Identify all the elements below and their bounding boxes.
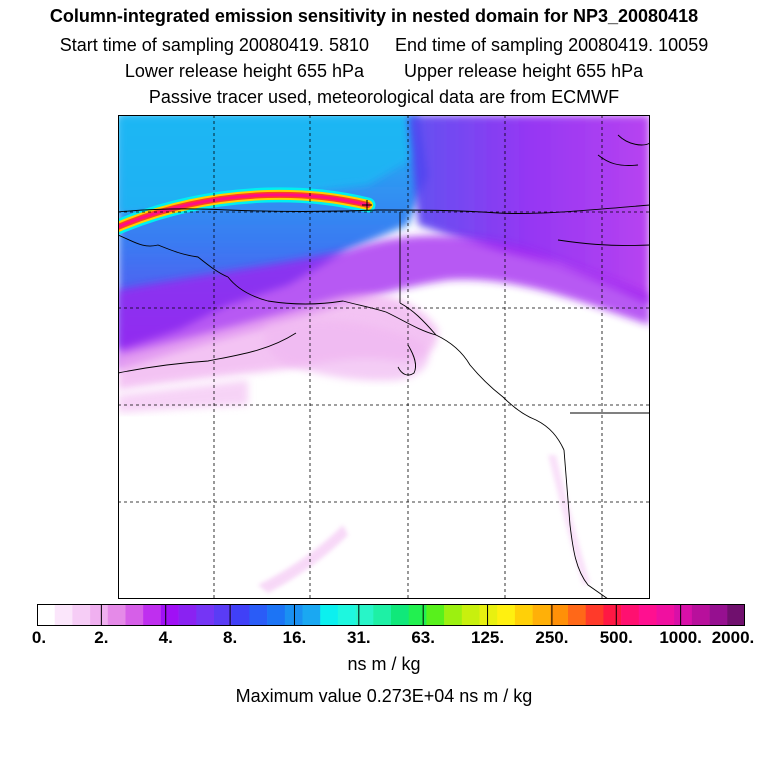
colorbar-cell: [603, 604, 622, 626]
colorbar-cell: [90, 604, 109, 626]
northeast-sensitivity-region: [408, 115, 650, 305]
colorbar-cell: [514, 604, 533, 626]
colorbar-cell: [444, 604, 463, 626]
coastlines: [118, 134, 650, 599]
colorbar-cell: [302, 604, 321, 626]
sampling-time-line: Start time of sampling 20080419. 5810 End…: [0, 34, 768, 56]
colorbar-cell: [568, 604, 586, 626]
colorbar-cell: [214, 604, 232, 626]
colorbar-cell: [125, 604, 144, 626]
colorbar-cell: [160, 604, 179, 626]
colorbar-cell: [373, 604, 392, 626]
end-time: End time of sampling 20080419. 10059: [394, 35, 709, 55]
colorbar-tick-label: 31.: [346, 628, 371, 647]
colorbar-cell: [479, 604, 498, 626]
colorbar-cell: [426, 604, 445, 626]
lower-release-height: Lower release height 655 hPa: [124, 61, 364, 81]
colorbar-cell: [54, 604, 73, 626]
colorbar-tick-label: 2.: [94, 628, 109, 647]
graticule: [118, 115, 650, 599]
colorbar: [37, 604, 745, 626]
political-borders: [399, 212, 650, 414]
colorbar-tick-label: 4.: [158, 628, 173, 647]
colorbar-cell: [143, 604, 162, 626]
southern-pink-streak: [258, 525, 348, 593]
colorbar-cell: [621, 604, 640, 626]
polar-cyan-region: [118, 115, 418, 215]
southeast-pink-streak: [548, 455, 590, 585]
plot-title: Column-integrated emission sensitivity i…: [49, 6, 699, 26]
colorbar-cell: [337, 604, 356, 626]
colorbar-units: ns m / kg: [347, 654, 421, 674]
colorbar-tick-label: 500.: [599, 628, 633, 647]
colorbar-tick-label: 8.: [222, 628, 238, 647]
colorbar-cell: [550, 604, 569, 626]
colorbar-cell: [461, 604, 480, 626]
colorbar-cell: [391, 604, 409, 626]
colorbar-cell: [320, 604, 339, 626]
colorbar-tick-label: 125.: [470, 628, 505, 647]
colorbar-tick-label: 2000.: [711, 628, 755, 647]
colorbar-cell: [72, 604, 91, 626]
tracer-note: Passive tracer used, meteorological data…: [148, 87, 620, 107]
colorbar-cell: [107, 604, 126, 626]
colorbar-cell: [497, 604, 516, 626]
colorbar-cell: [691, 604, 710, 626]
colorbar-cell: [284, 604, 303, 626]
colorbar-cell: [585, 604, 604, 626]
colorbar-cell: [267, 604, 286, 626]
release-height-line: Lower release height 655 hPa Upper releas…: [0, 60, 768, 82]
maximum-value: Maximum value 0.273E+04 ns m / kg: [235, 686, 533, 706]
colorbar-cell: [37, 604, 55, 626]
colorbar-cell: [638, 604, 657, 626]
colorbar-tick-label: 1000.: [659, 628, 702, 647]
purple-sensitivity-band: [118, 235, 650, 370]
map-frame: [118, 115, 650, 599]
colorbar-cell: [408, 604, 427, 626]
release-point-marker: [362, 200, 372, 210]
plume-core: [118, 193, 370, 229]
colorbar-tick-label: 0.: [31, 628, 47, 647]
colorbar-cell: [355, 604, 374, 626]
colorbar-cell: [196, 604, 215, 626]
colorbar-cell: [656, 604, 675, 626]
colorbar-frame: [37, 604, 745, 626]
colorbar-tick-label: 250.: [535, 628, 569, 647]
colorbar-cell: [532, 604, 551, 626]
colorbar-cell: [727, 604, 745, 626]
gulf-pink-region: [264, 320, 429, 381]
sensitivity-map: [118, 115, 650, 599]
colorbar-cell: [231, 604, 250, 626]
colorbar-tick-label: 16.: [282, 628, 307, 647]
colorbar-labels: 0. 2. 4. 8. 16. 31. 63. 125. 250. 500. 1000. 2000.: [0, 628, 768, 650]
start-time: Start time of sampling 20080419. 5810: [59, 35, 369, 55]
colorbar-cell: [674, 604, 693, 626]
colorbar-cell: [249, 604, 268, 626]
colorbar-tick-label: 63.: [411, 628, 435, 647]
colorbar-cell: [709, 604, 728, 626]
upper-release-height: Upper release height 655 hPa: [404, 61, 644, 81]
colorbar-cell: [178, 604, 197, 626]
